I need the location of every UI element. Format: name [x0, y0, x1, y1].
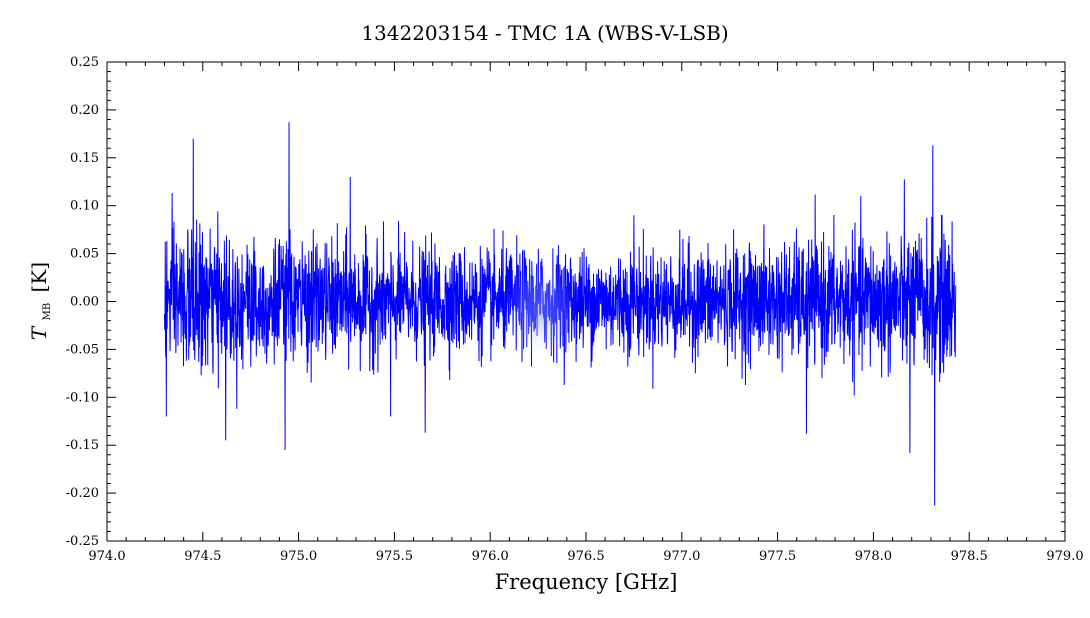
x-tick-label: 978.5: [951, 549, 988, 564]
x-tick-label: 975.5: [376, 549, 413, 564]
x-tick-label: 975.0: [280, 549, 317, 564]
y-tick-label: 0.25: [70, 55, 99, 70]
y-tick-label: 0.15: [70, 151, 99, 166]
x-tick-label: 977.0: [663, 549, 700, 564]
x-axis-label: Frequency [GHz]: [495, 570, 678, 594]
y-tick-label: 0.00: [70, 295, 99, 310]
x-tick-label: 974.0: [88, 549, 125, 564]
y-tick-label: 0.10: [70, 199, 99, 214]
y-axis-label-subscript: MB: [42, 303, 53, 321]
blurred-region: [507, 260, 575, 360]
y-axis-label-unit: [K]: [27, 262, 51, 293]
y-tick-label: -0.05: [66, 342, 99, 357]
x-tick-label: 977.5: [759, 549, 796, 564]
y-tick-label: 0.20: [70, 103, 99, 118]
x-tick-label: 974.5: [184, 549, 221, 564]
svg-text:T MB [K]: T MB [K]: [27, 262, 55, 340]
y-tick-label: 0.05: [70, 247, 99, 262]
y-tick-label: -0.25: [66, 534, 99, 549]
y-axis-label: T MB [K]: [27, 262, 55, 340]
x-tick-label: 976.5: [567, 549, 604, 564]
y-axis-label-symbol: T: [27, 325, 51, 340]
y-tick-label: -0.10: [66, 390, 99, 405]
x-axis: 974.0 974.5 975.0 975.5 976.0 976.5 977.0 977.5…: [88, 62, 1084, 564]
chart-title: 1342203154 - TMC 1A (WBS-V-LSB): [361, 21, 728, 45]
y-tick-label: -0.15: [66, 438, 99, 453]
x-tick-label: 978.0: [855, 549, 892, 564]
y-axis: -0.25 -0.20 -0.15 -0.10 -0.05 0.00 0.05 0.10 0.1…: [66, 55, 1065, 549]
x-tick-label: 976.0: [472, 549, 509, 564]
y-tick-label: -0.20: [66, 486, 99, 501]
x-tick-label: 979.0: [1046, 549, 1083, 564]
